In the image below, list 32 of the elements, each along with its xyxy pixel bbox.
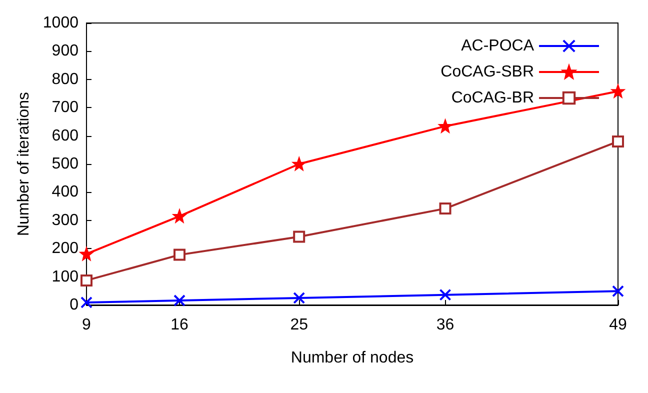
point (80, 248, 92, 260)
x-tick-label: 9 (82, 316, 92, 334)
x-tick-label: 49 (609, 316, 627, 334)
legend-label: CoCAG-BR (451, 90, 534, 106)
y-tick-label: 600 (52, 127, 79, 144)
y-tick-label: 100 (52, 268, 79, 286)
point (80, 296, 92, 308)
y-tick-label: 1000 (42, 14, 79, 32)
x-tick-label: 36 (436, 316, 454, 334)
x-axis-title: Number of nodes (290, 350, 414, 366)
point (293, 230, 306, 243)
point (439, 288, 452, 301)
y-tick-label: 0 (70, 296, 79, 314)
point (174, 294, 186, 306)
point (612, 135, 624, 148)
point (174, 248, 186, 261)
legend-label: AC-POCA (461, 38, 534, 54)
point (439, 202, 452, 215)
x-tick-label: 16 (170, 316, 189, 334)
y-tick-label: 200 (52, 240, 79, 258)
point (293, 292, 306, 304)
y-tick-label: 700 (52, 99, 79, 116)
y-tick-label: 900 (52, 42, 79, 60)
y-axis-title: Number of iterations (16, 92, 32, 236)
y-tick-label: 800 (52, 70, 79, 88)
x-tick-label: 25 (290, 316, 308, 334)
y-tick-label: 400 (52, 184, 79, 201)
legend-label: CoCAG-SBR (440, 64, 534, 80)
point (612, 285, 624, 298)
point (80, 274, 92, 286)
y-tick-label: 300 (52, 212, 79, 229)
y-tick-label: 500 (52, 156, 79, 172)
